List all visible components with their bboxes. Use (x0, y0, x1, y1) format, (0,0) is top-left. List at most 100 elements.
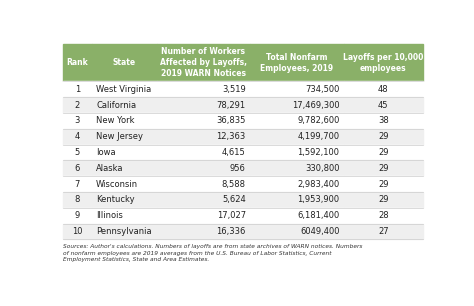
Text: Illinois: Illinois (96, 211, 123, 220)
Bar (92, 224, 156, 239)
Text: Kentucky: Kentucky (96, 196, 135, 204)
Text: Layoffs per 10,000
employees: Layoffs per 10,000 employees (343, 53, 423, 73)
Bar (156, 81, 250, 97)
Text: Wisconsin: Wisconsin (96, 180, 138, 188)
Bar (250, 176, 344, 192)
Text: 5,624: 5,624 (222, 196, 246, 204)
Text: Pennsylvania: Pennsylvania (96, 227, 152, 236)
Bar (92, 192, 156, 208)
Bar (344, 208, 423, 224)
Bar (92, 208, 156, 224)
Bar (63, 176, 92, 192)
Text: 17,027: 17,027 (217, 211, 246, 220)
Text: 8: 8 (74, 196, 80, 204)
Bar (156, 208, 250, 224)
Bar (250, 113, 344, 129)
Bar (250, 224, 344, 239)
Bar (250, 44, 344, 81)
Text: New York: New York (96, 117, 135, 125)
Bar (156, 44, 250, 81)
Text: 6049,400: 6049,400 (300, 227, 339, 236)
Text: 17,469,300: 17,469,300 (292, 101, 339, 110)
Bar (92, 113, 156, 129)
Text: New Jersey: New Jersey (96, 132, 143, 141)
Bar (250, 97, 344, 113)
Text: 956: 956 (230, 164, 246, 173)
Bar (344, 145, 423, 160)
Text: 12,363: 12,363 (217, 132, 246, 141)
Text: 38: 38 (378, 117, 389, 125)
Bar (344, 44, 423, 81)
Bar (63, 145, 92, 160)
Bar (63, 224, 92, 239)
Bar (63, 208, 92, 224)
Bar (250, 129, 344, 145)
Text: Iowa: Iowa (96, 148, 116, 157)
Bar (92, 176, 156, 192)
Bar (92, 129, 156, 145)
Text: 3: 3 (74, 117, 80, 125)
Bar (344, 81, 423, 97)
Bar (63, 129, 92, 145)
Text: 4,615: 4,615 (222, 148, 246, 157)
Text: California: California (96, 101, 136, 110)
Text: 9: 9 (75, 211, 80, 220)
Bar (250, 145, 344, 160)
Text: 6,181,400: 6,181,400 (297, 211, 339, 220)
Text: Total Nonfarm
Employees, 2019: Total Nonfarm Employees, 2019 (260, 53, 334, 73)
Bar (250, 81, 344, 97)
Text: State: State (112, 58, 136, 67)
Text: 7: 7 (74, 180, 80, 188)
Text: 330,800: 330,800 (305, 164, 339, 173)
Bar (250, 160, 344, 176)
Text: Number of Workers
Affected by Layoffs,
2019 WARN Notices: Number of Workers Affected by Layoffs, 2… (160, 47, 247, 78)
Bar (156, 160, 250, 176)
Text: 9,782,600: 9,782,600 (297, 117, 339, 125)
Bar (63, 81, 92, 97)
Bar (63, 160, 92, 176)
Text: 10: 10 (72, 227, 82, 236)
Text: 16,336: 16,336 (217, 227, 246, 236)
Bar (156, 145, 250, 160)
Text: 6: 6 (74, 164, 80, 173)
Text: 29: 29 (378, 132, 389, 141)
Bar (344, 160, 423, 176)
Text: 29: 29 (378, 180, 389, 188)
Text: 27: 27 (378, 227, 389, 236)
Bar (92, 145, 156, 160)
Bar (63, 44, 92, 81)
Bar (156, 129, 250, 145)
Text: 3,519: 3,519 (222, 85, 246, 94)
Text: 78,291: 78,291 (217, 101, 246, 110)
Bar (92, 81, 156, 97)
Text: Rank: Rank (66, 58, 88, 67)
Text: 29: 29 (378, 148, 389, 157)
Text: 8,588: 8,588 (222, 180, 246, 188)
Text: 734,500: 734,500 (305, 85, 339, 94)
Text: 28: 28 (378, 211, 389, 220)
Text: 2,983,400: 2,983,400 (297, 180, 339, 188)
Bar (156, 97, 250, 113)
Bar (344, 97, 423, 113)
Bar (63, 192, 92, 208)
Text: 29: 29 (378, 196, 389, 204)
Text: Sources: Author's calculations. Numbers of layoffs are from state archives of WA: Sources: Author's calculations. Numbers … (63, 244, 362, 262)
Text: 4: 4 (75, 132, 80, 141)
Bar (250, 208, 344, 224)
Text: 36,835: 36,835 (217, 117, 246, 125)
Text: Alaska: Alaska (96, 164, 124, 173)
Bar (92, 160, 156, 176)
Bar (156, 113, 250, 129)
Bar (156, 224, 250, 239)
Text: 45: 45 (378, 101, 389, 110)
Text: 1: 1 (75, 85, 80, 94)
Text: 1,953,900: 1,953,900 (297, 196, 339, 204)
Bar (63, 97, 92, 113)
Bar (250, 192, 344, 208)
Bar (92, 44, 156, 81)
Bar (156, 176, 250, 192)
Text: 5: 5 (75, 148, 80, 157)
Bar (344, 129, 423, 145)
Bar (344, 192, 423, 208)
Bar (344, 113, 423, 129)
